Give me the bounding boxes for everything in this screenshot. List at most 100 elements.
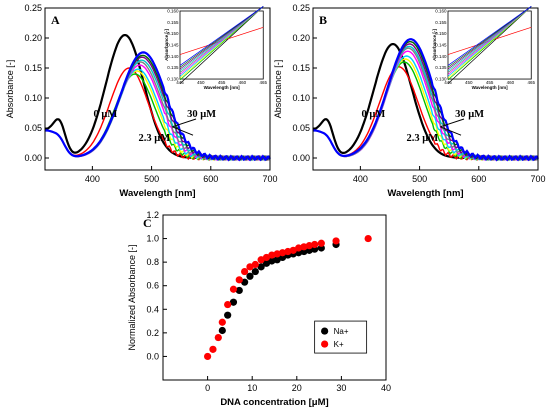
y-axis-label: Absorbance [-] bbox=[5, 60, 15, 119]
data-point bbox=[364, 234, 372, 243]
y-tick-label: 0.4 bbox=[146, 304, 159, 314]
y-tick-label: 0.00 bbox=[292, 153, 310, 163]
inset: 445 450 455 460 465 0.130 0.135 0.140 0.145 0.150… bbox=[164, 6, 267, 90]
panel-c: 0 10 20 30 40 0.0 0.2 0.4 0.6 0.8 1.0 1.2 DNA concen… bbox=[127, 210, 391, 408]
panel-label: C bbox=[143, 216, 152, 230]
data-point bbox=[229, 285, 238, 293]
inset-x-tick-label: 465 bbox=[527, 80, 535, 85]
inset-y-tick-label: 0.150 bbox=[167, 31, 179, 36]
inset: 445 450 455 460 465 0.130 0.135 0.140 0.145 0.150… bbox=[432, 6, 535, 90]
panel-label: B bbox=[319, 13, 327, 27]
inset-x-tick-label: 445 bbox=[176, 80, 184, 85]
annotation-arrow bbox=[172, 118, 197, 128]
y-tick-label: 0.8 bbox=[146, 257, 159, 267]
legend-label: K+ bbox=[334, 340, 344, 349]
y-tick-label: 0.00 bbox=[24, 153, 42, 163]
y-tick-label: 0.20 bbox=[24, 33, 42, 43]
inset-y-tick-label: 0.155 bbox=[435, 20, 447, 25]
inset-y-tick-label: 0.135 bbox=[167, 65, 179, 70]
x-tick-label: 0 bbox=[205, 383, 210, 393]
inset-y-tick-label: 0.130 bbox=[435, 77, 447, 82]
y-tick-label: 1.0 bbox=[146, 234, 159, 244]
x-tick-label: 400 bbox=[85, 174, 100, 184]
data-point bbox=[224, 300, 232, 309]
inset-line bbox=[447, 6, 532, 84]
inset-y-tick-label: 0.160 bbox=[435, 9, 447, 14]
inset-x-axis-label: Wavelength [nm] bbox=[472, 85, 509, 90]
annotation-end: 30 μM bbox=[455, 109, 484, 120]
inset-y-tick-label: 0.140 bbox=[435, 54, 447, 59]
inset-x-tick-label: 450 bbox=[465, 80, 473, 85]
legend-label: Na+ bbox=[334, 327, 349, 336]
data-point bbox=[241, 267, 249, 276]
data-point bbox=[214, 333, 222, 342]
spectrum-line bbox=[312, 38, 539, 162]
x-tick-label: 700 bbox=[530, 174, 545, 184]
x-tick-label: 600 bbox=[471, 174, 486, 184]
inset-x-tick-label: 460 bbox=[239, 80, 247, 85]
y-tick-label: 0.10 bbox=[292, 93, 310, 103]
annotation-arrow bbox=[440, 126, 462, 136]
x-axis-label: Wavelength [nm] bbox=[119, 188, 195, 199]
y-tick-label: 0.6 bbox=[146, 281, 159, 291]
y-axis-label: Absorbance [-] bbox=[273, 60, 283, 119]
x-tick-label: 600 bbox=[203, 174, 218, 184]
data-point bbox=[257, 263, 265, 271]
panel-a: 400 500 600 700 0.00 0.05 0.10 0.15 0.20 0.25 Wave… bbox=[5, 3, 278, 199]
data-point bbox=[317, 239, 325, 247]
y-tick-label: 0.20 bbox=[292, 33, 310, 43]
data-point bbox=[273, 250, 281, 258]
y-tick-label: 0.0 bbox=[146, 351, 159, 361]
annotation-arrow bbox=[172, 126, 194, 136]
x-tick-label: 20 bbox=[292, 383, 302, 393]
inset-x-tick-label: 450 bbox=[197, 80, 205, 85]
data-point bbox=[224, 311, 232, 319]
annotation-mid: 2.3 μM bbox=[139, 133, 171, 144]
data-point bbox=[251, 267, 259, 276]
data-point bbox=[294, 244, 303, 252]
inset-y-tick-label: 0.130 bbox=[167, 77, 179, 82]
x-tick-label: 700 bbox=[262, 174, 277, 184]
inset-y-tick-label: 0.160 bbox=[167, 9, 179, 14]
legend-box bbox=[314, 320, 368, 354]
inset-y-tick-label: 0.145 bbox=[167, 43, 179, 48]
data-point bbox=[311, 240, 319, 249]
annotation-start: 0 μM bbox=[94, 109, 118, 120]
x-tick-label: 500 bbox=[144, 174, 159, 184]
inset-x-tick-label: 455 bbox=[218, 80, 226, 85]
data-point bbox=[305, 242, 313, 250]
inset-y-tick-label: 0.155 bbox=[167, 20, 179, 25]
y-tick-label: 0.05 bbox=[292, 123, 310, 133]
inset-line bbox=[179, 6, 264, 84]
x-tick-label: 400 bbox=[353, 174, 368, 184]
x-axis-label: Wavelength [nm] bbox=[387, 188, 463, 199]
y-tick-label: 0.25 bbox=[24, 3, 42, 13]
x-tick-label: 500 bbox=[412, 174, 427, 184]
annotation-end: 30 μM bbox=[187, 109, 216, 120]
y-tick-label: 0.25 bbox=[292, 3, 310, 13]
inset-y-tick-label: 0.140 bbox=[167, 54, 179, 59]
x-tick-label: 40 bbox=[381, 383, 391, 393]
y-tick-label: 0.2 bbox=[146, 328, 159, 338]
data-point bbox=[300, 243, 308, 251]
y-tick-label: 0.10 bbox=[24, 93, 42, 103]
x-axis-label: DNA concentration [μM] bbox=[220, 397, 328, 408]
spectrum-line bbox=[44, 51, 271, 162]
data-point bbox=[209, 345, 217, 353]
inset-y-tick-label: 0.150 bbox=[435, 31, 447, 36]
inset-y-tick-label: 0.135 bbox=[435, 65, 447, 70]
data-point bbox=[332, 237, 340, 245]
data-point bbox=[268, 257, 276, 265]
inset-y-axis-label: Absorbance [-] bbox=[432, 29, 437, 61]
plot-frame bbox=[44, 7, 271, 171]
data-point bbox=[284, 247, 292, 256]
inset-x-tick-label: 460 bbox=[507, 80, 515, 85]
panel-b: 400 500 600 700 0.00 0.05 0.10 0.15 0.20 0.25 Wave… bbox=[273, 3, 546, 199]
y-tick-label: 0.15 bbox=[292, 63, 310, 73]
data-point bbox=[251, 260, 259, 269]
plot-frame bbox=[162, 214, 387, 381]
inset-y-axis-label: Absorbance [-] bbox=[164, 29, 169, 61]
data-point bbox=[235, 286, 243, 295]
inset-x-axis-label: Wavelength [nm] bbox=[204, 85, 241, 90]
